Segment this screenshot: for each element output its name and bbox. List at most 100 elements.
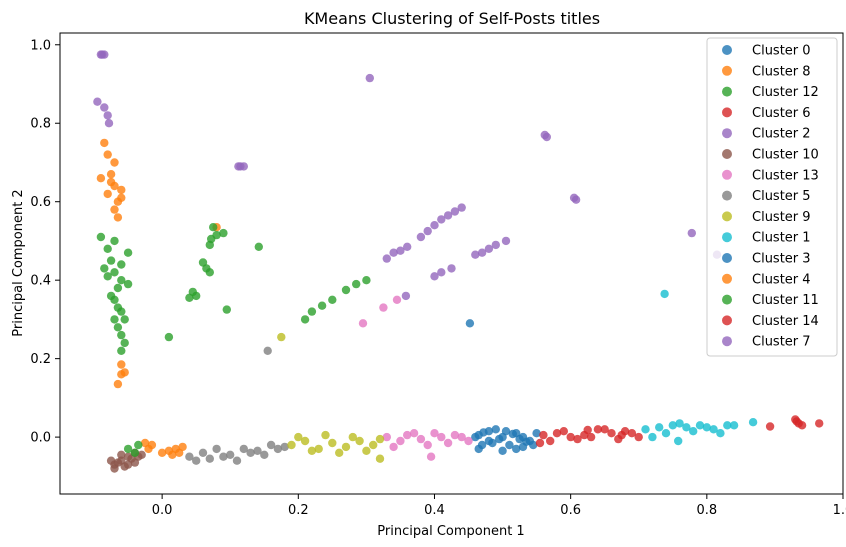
data-point (96, 174, 106, 183)
data-point (423, 226, 432, 236)
data-point (474, 444, 483, 454)
data-point (375, 434, 385, 444)
data-point (709, 425, 718, 434)
legend-marker (722, 65, 732, 76)
data-point (198, 448, 208, 457)
data-point (205, 240, 214, 250)
data-point (226, 450, 235, 459)
data-point (239, 444, 248, 454)
data-point (106, 456, 116, 465)
data-point (593, 425, 603, 434)
legend-label: Cluster 2 (752, 127, 811, 142)
legend-marker (722, 211, 732, 222)
data-point (117, 260, 126, 269)
data-point (280, 442, 289, 452)
legend: Cluster 0 Cluster 8 Cluster 12 Cluster 6 Clu… (706, 37, 838, 357)
data-point (488, 438, 497, 448)
data-point (648, 432, 657, 442)
data-point (403, 242, 412, 251)
data-point (379, 303, 388, 312)
data-point (465, 319, 475, 328)
legend-entry: Cluster 5 (722, 189, 811, 204)
data-point (117, 360, 126, 369)
data-point (117, 370, 126, 379)
data-point (682, 423, 691, 432)
data-point (335, 448, 344, 457)
data-point (110, 236, 119, 246)
data-point (198, 258, 208, 267)
data-point (341, 442, 351, 452)
data-point (586, 432, 596, 442)
data-point (103, 244, 112, 253)
legend-items: Cluster 0 Cluster 8 Cluster 12 Cluster 6 Clu… (722, 44, 819, 350)
data-point (219, 452, 228, 461)
data-point (457, 432, 466, 442)
data-point (450, 430, 460, 440)
legend-label: Cluster 4 (752, 272, 811, 287)
data-point (634, 432, 643, 442)
data-point (687, 228, 696, 238)
data-point (355, 436, 364, 446)
legend-entry: Cluster 6 (722, 106, 811, 121)
series-cluster-1 (641, 289, 758, 446)
legend-marker (722, 336, 732, 347)
data-point (134, 440, 143, 450)
data-point (239, 162, 248, 171)
data-point (307, 307, 317, 316)
data-point (100, 264, 109, 273)
data-point (123, 248, 133, 257)
chart-title: KMeans Clustering of Self-Posts titles (304, 9, 600, 28)
data-point (540, 130, 549, 140)
data-point (117, 185, 126, 195)
data-point (501, 427, 511, 436)
legend-entry: Cluster 14 (722, 314, 819, 329)
y-tick-label: 0.6 (30, 195, 51, 210)
data-point (535, 438, 545, 448)
data-point (317, 301, 327, 310)
data-point (443, 211, 453, 220)
data-point (571, 195, 581, 204)
data-point (113, 283, 123, 293)
data-point (532, 429, 541, 438)
legend-entry: Cluster 10 (722, 148, 819, 163)
data-point (566, 432, 575, 442)
data-point (491, 240, 500, 250)
data-point (403, 430, 412, 440)
data-point (477, 248, 487, 257)
data-point (110, 181, 119, 191)
data-point (300, 315, 310, 324)
legend-label: Cluster 12 (752, 85, 819, 100)
data-point (748, 418, 758, 427)
data-point (253, 446, 262, 455)
legend-entry: Cluster 2 (722, 127, 811, 142)
legend-label: Cluster 11 (752, 293, 819, 308)
data-point (617, 430, 626, 440)
series-cluster-13 (358, 295, 473, 461)
data-point (294, 432, 303, 442)
data-point (273, 444, 283, 454)
data-point (396, 436, 405, 446)
series-cluster-6 (535, 425, 643, 448)
data-point (443, 438, 453, 448)
data-point (437, 215, 446, 224)
data-point (512, 444, 521, 454)
data-point (137, 450, 146, 459)
data-point (430, 221, 439, 230)
legend-entry: Cluster 7 (722, 335, 811, 350)
legend-label: Cluster 0 (752, 44, 811, 59)
legend-label: Cluster 14 (752, 314, 819, 329)
data-point (641, 425, 650, 434)
data-point (447, 264, 456, 273)
data-point (723, 421, 732, 430)
series-cluster-8 (96, 138, 221, 232)
data-point (765, 422, 775, 431)
series-cluster-12 (96, 232, 133, 355)
data-point (583, 425, 592, 435)
data-point (117, 276, 126, 285)
data-point (96, 232, 106, 242)
data-point (100, 50, 109, 59)
y-axis-title: Principal Component 2 (11, 189, 26, 336)
data-point (362, 446, 371, 455)
data-point (157, 448, 167, 457)
data-point (423, 440, 432, 450)
